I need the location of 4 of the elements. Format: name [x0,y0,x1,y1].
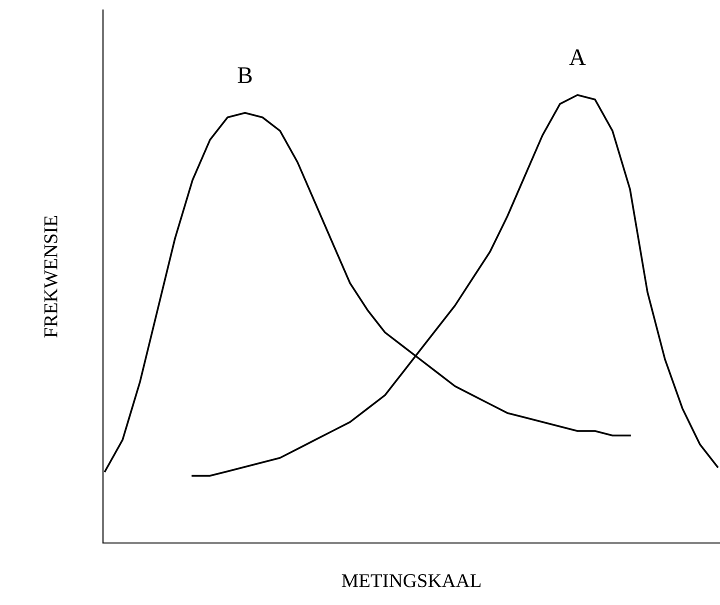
series-label: A [569,49,586,65]
x-axis-title: METINGSKAAL [342,574,481,588]
y-axis-title: FREKWENSIE [44,216,58,338]
series-label: B [238,67,252,83]
